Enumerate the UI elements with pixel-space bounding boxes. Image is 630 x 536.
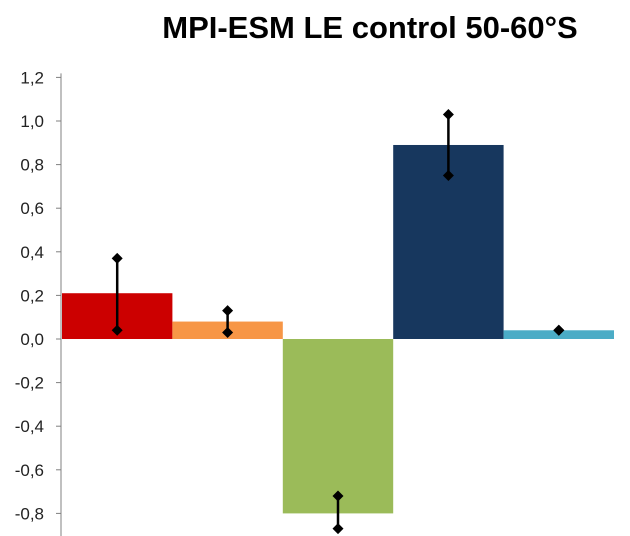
bar bbox=[282, 339, 394, 514]
error-marker bbox=[111, 324, 123, 336]
error-marker bbox=[442, 108, 454, 120]
error-marker bbox=[332, 490, 344, 502]
y-tick-label: -0,4 bbox=[15, 417, 44, 436]
error-marker bbox=[442, 170, 454, 181]
error-bars bbox=[111, 108, 565, 535]
error-marker bbox=[111, 252, 123, 264]
y-tick-label: -0,6 bbox=[15, 461, 44, 480]
error-marker bbox=[553, 324, 565, 336]
y-axis: 1,2 1,0 0,8 0,6 0,4 0,2 0,0 -0,2 -0,4 -0,6 -0,8 bbox=[15, 68, 62, 536]
y-tick-label: 0,2 bbox=[20, 286, 44, 305]
error-marker bbox=[222, 305, 234, 317]
y-tick-label: 1,0 bbox=[20, 112, 44, 131]
y-tick-label: -0,2 bbox=[15, 374, 44, 393]
bars bbox=[62, 144, 614, 514]
chart-title: MPI-ESM LE control 50-60°S bbox=[162, 10, 578, 45]
y-tick-label: 0,0 bbox=[20, 330, 44, 349]
y-tick-label: 0,4 bbox=[20, 243, 44, 262]
y-tick-label: -0,8 bbox=[15, 504, 44, 523]
error-marker bbox=[222, 326, 234, 338]
y-tick-label: 0,8 bbox=[20, 156, 44, 175]
y-tick-label: 1,2 bbox=[20, 68, 44, 87]
error-marker bbox=[332, 523, 344, 535]
y-tick-label: 0,6 bbox=[20, 199, 44, 218]
